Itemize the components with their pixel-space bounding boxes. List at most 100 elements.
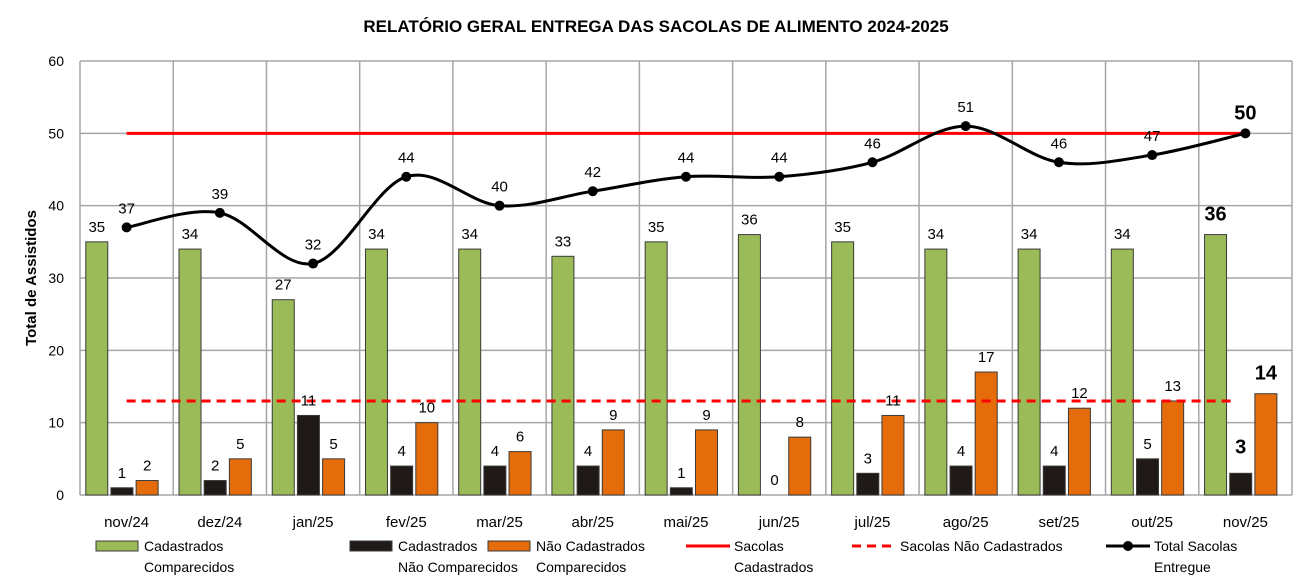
x-tick-label: jun/25 xyxy=(758,514,800,531)
bar-data-label: 17 xyxy=(978,349,995,366)
bar xyxy=(1017,248,1041,496)
bar-data-label: 34 xyxy=(461,226,478,243)
total-sacolas-marker xyxy=(681,171,691,182)
bar-data-label: 14 xyxy=(1255,363,1278,385)
bar xyxy=(695,429,719,496)
y-axis-label: Total de Assistidos xyxy=(23,210,40,346)
bar xyxy=(856,472,880,496)
bar-data-label: 34 xyxy=(182,226,199,243)
legend-label: Total Sacolas xyxy=(1154,538,1237,554)
bar-data-label: 35 xyxy=(648,219,665,236)
bar-data-label: 4 xyxy=(584,443,592,460)
bar-data-label: 5 xyxy=(236,436,244,453)
bar xyxy=(669,487,693,496)
legend-label: Sacolas xyxy=(734,538,784,554)
total-sacolas-marker xyxy=(1240,128,1251,139)
bar-data-label: 8 xyxy=(796,414,804,431)
bar-data-label: 27 xyxy=(275,277,292,294)
x-tick-label: mar/25 xyxy=(476,514,523,531)
bar xyxy=(110,487,134,496)
bar xyxy=(788,436,812,496)
bar-data-label: 12 xyxy=(1071,385,1088,402)
bar xyxy=(737,234,761,496)
bar-data-label: 11 xyxy=(885,392,901,409)
bar xyxy=(85,241,109,496)
bar-data-label: 1 xyxy=(118,465,126,482)
legend-label: Cadastrados xyxy=(734,559,813,575)
legend-item: Sacolas Não Cadastrados xyxy=(852,538,1063,554)
grid xyxy=(79,60,1293,496)
bar-data-label: 13 xyxy=(1164,378,1181,395)
x-tick-label: nov/25 xyxy=(1223,514,1268,531)
chart-title: RELATÓRIO GERAL ENTREGA DAS SACOLAS DE A… xyxy=(363,17,948,36)
bar-data-label: 35 xyxy=(834,219,851,236)
bar xyxy=(551,255,575,496)
line-data-label: 47 xyxy=(1144,128,1161,145)
legend-swatch xyxy=(95,540,139,552)
legend-label: Cadastrados xyxy=(398,538,477,554)
total-sacolas-marker xyxy=(494,200,505,211)
bar-data-label: 2 xyxy=(143,458,151,475)
bar-data-label: 3 xyxy=(1235,436,1246,458)
y-tick-label: 40 xyxy=(48,198,64,214)
line-data-label: 44 xyxy=(678,150,695,167)
bar xyxy=(508,451,532,496)
bar-data-label: 4 xyxy=(397,443,405,460)
y-tick-label: 30 xyxy=(48,270,64,286)
legend-label: Comparecidos xyxy=(536,559,626,575)
total-sacolas-marker xyxy=(774,171,785,182)
total-sacolas-line xyxy=(126,124,1246,266)
line-data-label: 39 xyxy=(212,186,229,203)
bar xyxy=(576,465,600,496)
bar-data-label: 9 xyxy=(609,407,617,424)
bar xyxy=(271,299,295,496)
bar-data-label: 2 xyxy=(211,458,219,475)
bar xyxy=(390,465,414,496)
legend-item: Total Sacolas Entregue xyxy=(1106,538,1237,575)
bar-data-label: 34 xyxy=(928,226,945,243)
bar xyxy=(483,465,507,496)
line-data-label: 42 xyxy=(584,164,601,181)
bar-data-label: 10 xyxy=(418,400,435,417)
line-data-label: 44 xyxy=(398,150,415,167)
total-sacolas-marker xyxy=(308,258,319,269)
bar-data-label: 36 xyxy=(1204,204,1226,226)
bar-data-label: 34 xyxy=(1021,226,1038,243)
x-tick-label: jan/25 xyxy=(292,514,334,531)
total-sacolas-marker xyxy=(587,186,598,197)
bar xyxy=(364,248,388,496)
legend-item: Não Cadastrados Comparecidos xyxy=(487,538,645,575)
x-tick-label: dez/24 xyxy=(197,514,242,531)
legend-swatch xyxy=(487,540,531,552)
legend-marker xyxy=(1123,541,1133,551)
legend-swatch xyxy=(349,540,393,552)
line-data-label: 51 xyxy=(957,99,974,116)
bar xyxy=(924,248,948,496)
bar-data-label: 3 xyxy=(864,450,872,467)
legend-label: Comparecidos xyxy=(144,559,234,575)
bar-data-label: 33 xyxy=(555,233,572,250)
bar xyxy=(1110,248,1134,496)
bar-data-label: 6 xyxy=(516,429,524,446)
bar xyxy=(1254,393,1278,496)
total-sacolas-marker xyxy=(401,171,412,182)
bar xyxy=(1161,400,1185,496)
y-tick-label: 0 xyxy=(56,487,64,503)
bars xyxy=(85,234,1278,496)
bar xyxy=(415,422,439,496)
y-tick-label: 50 xyxy=(48,125,64,141)
bar xyxy=(881,414,905,496)
line-data-label: 40 xyxy=(491,179,508,196)
bar xyxy=(1135,458,1159,496)
legend-item: Cadastrados Não Comparecidos xyxy=(349,538,518,575)
x-tick-label: out/25 xyxy=(1131,514,1173,531)
bar-data-label: 34 xyxy=(1114,226,1131,243)
bar-data-label: 5 xyxy=(329,436,337,453)
total-sacolas-marker xyxy=(1053,157,1064,168)
line-data-label: 44 xyxy=(771,150,788,167)
legend: Cadastrados Comparecidos Cadastrados Não Co… xyxy=(95,538,1237,575)
bar-data-label: 4 xyxy=(957,443,965,460)
